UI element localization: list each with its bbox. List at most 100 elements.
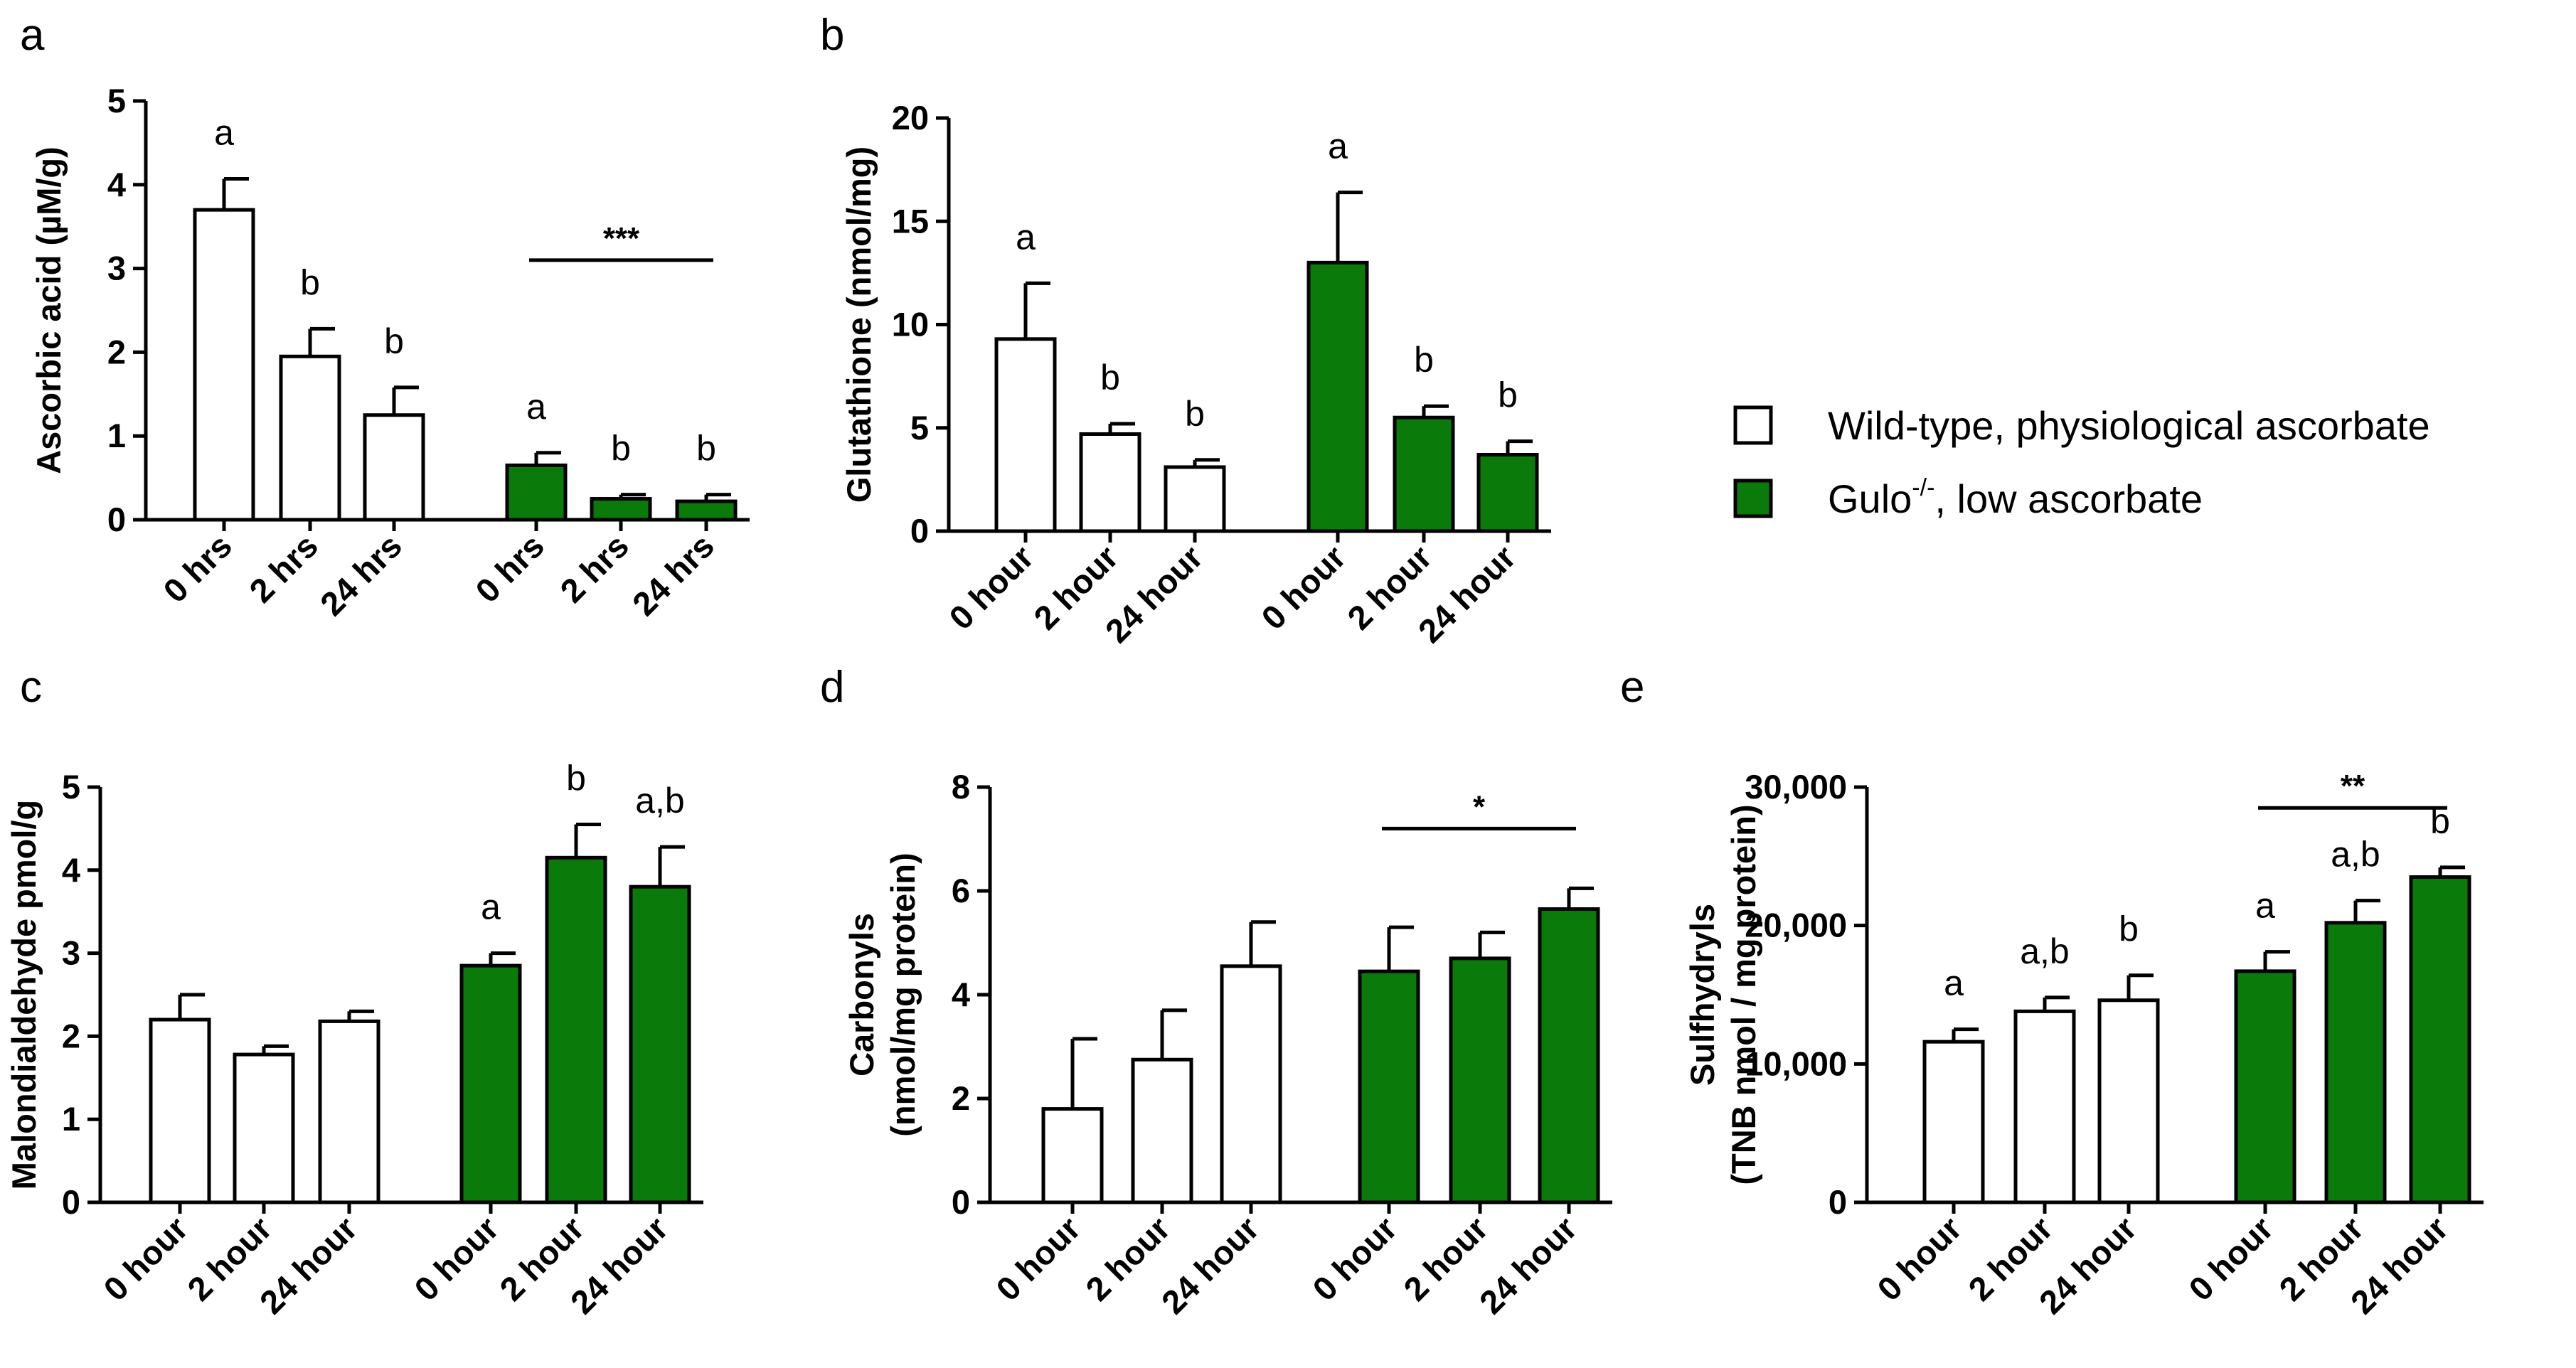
- panel-d-bar-wild-type: [1220, 964, 1282, 1204]
- legend-gulo-superscript: -/-: [1912, 474, 1934, 501]
- panel-c-bar-gulo: [545, 855, 607, 1204]
- panel-a-significance-letter: b: [611, 429, 631, 469]
- panel-d-bar-gulo: [1358, 969, 1420, 1204]
- panel-b-bar-gulo: [1476, 453, 1539, 533]
- panel-c-y-tick-label: 3: [62, 934, 80, 972]
- legend-label-gulo: Gulo-/-, low ascorbate: [1828, 474, 2203, 521]
- panel-a-y-tick-label: 2: [107, 333, 126, 370]
- panel-b-bar-wild-type: [1164, 465, 1226, 533]
- panel-d-category-label: 24 hour: [1472, 1209, 1585, 1322]
- panel-c-bar-gulo: [459, 963, 522, 1204]
- legend-gulo-suffix: , low ascorbate: [1934, 476, 2203, 521]
- panel-b-category-label: 0 hour: [942, 538, 1040, 637]
- legend-swatch-gulo: [1733, 479, 1773, 518]
- panel-d-category-label: 0 hour: [1305, 1209, 1404, 1308]
- panel-b-significance-letter: b: [1185, 394, 1205, 434]
- panel-e-category-label: 0 hour: [2181, 1209, 2280, 1308]
- panel-d-category-label: 24 hour: [1154, 1209, 1267, 1322]
- panel-b-significance-letter: b: [1100, 358, 1120, 397]
- panel-a-category-label: 0 hrs: [156, 527, 239, 610]
- chart-panel-e: 0 10,000 20,000 30,000 Sulfhydryls (TNB nmol …: [1683, 768, 2484, 1321]
- legend-gulo-prefix: Gulo: [1828, 476, 1912, 521]
- panel-e-bar-wild-type: [2013, 1009, 2076, 1204]
- panel-b-y-tick-label: 20: [892, 99, 929, 137]
- panel-d-y-tick-label: 8: [952, 768, 970, 806]
- panel-c-bar-wild-type: [318, 1019, 380, 1204]
- panel-c-significance-letter: a,b: [635, 781, 685, 821]
- legend-label-wild-type: Wild-type, physiological ascorbate: [1828, 403, 2430, 448]
- legend-swatch-wild-type: [1733, 405, 1773, 445]
- panel-a-significance-letter: a: [526, 387, 546, 427]
- panel-a-bar-gulo: [590, 497, 652, 522]
- panel-a-bar-wild-type: [363, 413, 425, 522]
- panel-letter-b: b: [820, 11, 844, 60]
- panel-e-y-axis-title-line2: (TNB nmol / mg protein): [1725, 804, 1762, 1185]
- panel-c-bar-wild-type: [233, 1052, 295, 1204]
- panel-c-y-axis-title: Malondialdehyde pmol/g: [5, 800, 43, 1190]
- panel-a-significance-stars: ***: [603, 221, 640, 256]
- chart-panel-a: 0 1 2 3 4 5 Ascorbic acid (µM/g) a 0 hrs b 2 hrs b 2…: [30, 82, 750, 623]
- panel-c-significance-letter: b: [566, 759, 586, 798]
- panel-a-significance-letter: b: [696, 429, 716, 469]
- panel-a-y-tick-label: 1: [107, 417, 126, 454]
- panel-e-significance-letter: a: [1944, 963, 1964, 1003]
- panel-a-bar-gulo: [675, 499, 738, 522]
- panel-a-category-label: 2 hrs: [553, 527, 636, 610]
- panel-b-category-label: 0 hour: [1254, 538, 1353, 637]
- panel-a-y-tick-label: 0: [107, 501, 126, 538]
- panel-a-significance-letter: b: [300, 262, 320, 302]
- panel-c-y-tick-label: 5: [62, 768, 80, 806]
- panel-d-bar-gulo: [1538, 907, 1600, 1204]
- panel-a-y-tick-label: 5: [107, 82, 126, 119]
- panel-b-y-tick-label: 15: [892, 202, 929, 240]
- panel-e-significance-stars: **: [2341, 769, 2365, 803]
- panel-a-significance-letter: a: [214, 113, 234, 153]
- panel-d-y-tick-label: 4: [952, 976, 970, 1013]
- panel-e-y-tick-label: 0: [1829, 1183, 1847, 1221]
- panel-e-significance-letter: b: [2119, 909, 2139, 949]
- panel-a-category-label: 24 hrs: [625, 527, 721, 623]
- legend: Wild-type, physiological ascorbate Gulo-…: [1733, 403, 2430, 521]
- panel-letter-e: e: [1620, 663, 1644, 712]
- panel-a-bar-wild-type: [193, 208, 255, 522]
- panel-b-y-tick-label: 10: [892, 306, 929, 343]
- panel-e-y-axis-title: Sulfhydryls: [1683, 904, 1721, 1086]
- panel-a-significance-letter: b: [384, 321, 404, 361]
- panel-b-significance-letter: a: [1016, 217, 1036, 257]
- panel-b-bar-wild-type: [994, 337, 1057, 533]
- panel-c-category-label: 0 hour: [96, 1209, 195, 1308]
- panel-letter-a: a: [20, 11, 45, 60]
- panel-c-y-tick-label: 4: [62, 851, 80, 889]
- panel-c-y-tick-label: 2: [62, 1017, 80, 1054]
- panel-e-significance-letter: a,b: [2020, 931, 2070, 971]
- panel-c-bar-gulo: [629, 885, 691, 1204]
- panel-a-y-axis-title: Ascorbic acid (µM/g): [30, 146, 68, 474]
- panel-letter-c: c: [20, 663, 42, 712]
- panel-a-category-label: 2 hrs: [242, 527, 325, 610]
- panel-b-y-tick-label: 5: [910, 409, 929, 447]
- panel-e-y-tick-label: 10,000: [1745, 1044, 1847, 1082]
- panel-a-category-label: 0 hrs: [468, 527, 551, 610]
- panel-letter-d: d: [820, 663, 844, 712]
- panel-e-significance-letter: a: [2255, 886, 2275, 926]
- panel-a-y-tick-label: 4: [107, 166, 126, 203]
- panel-c-y-tick-label: 1: [62, 1100, 80, 1138]
- panel-c-significance-letter: a: [481, 887, 501, 927]
- panel-a-bar-wild-type: [279, 354, 341, 522]
- panel-b-bar-gulo: [1393, 415, 1455, 533]
- panel-b-y-tick-label: 0: [910, 512, 929, 550]
- panel-e-bar-gulo: [2234, 969, 2296, 1204]
- panel-e-bar-gulo: [2409, 875, 2471, 1204]
- panel-d-y-axis-title-line2: (nmol/mg protein): [884, 853, 922, 1136]
- panel-a-category-label: 24 hrs: [313, 527, 409, 623]
- panel-d-significance-stars: *: [1473, 789, 1486, 824]
- panel-d-y-axis-title: Carbonyls: [843, 913, 880, 1076]
- panel-d-bar-wild-type: [1041, 1107, 1104, 1204]
- panel-a-bar-gulo: [505, 463, 568, 522]
- panel-b-bar-gulo: [1306, 260, 1369, 533]
- panel-e-y-tick-label: 30,000: [1745, 768, 1847, 806]
- panel-b-significance-letter: a: [1328, 127, 1348, 166]
